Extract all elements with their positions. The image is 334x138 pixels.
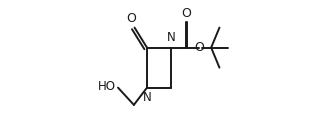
Text: O: O xyxy=(181,7,191,20)
Text: N: N xyxy=(143,91,151,104)
Text: HO: HO xyxy=(98,80,116,93)
Text: O: O xyxy=(194,41,204,54)
Text: O: O xyxy=(126,12,136,25)
Text: N: N xyxy=(167,31,175,44)
